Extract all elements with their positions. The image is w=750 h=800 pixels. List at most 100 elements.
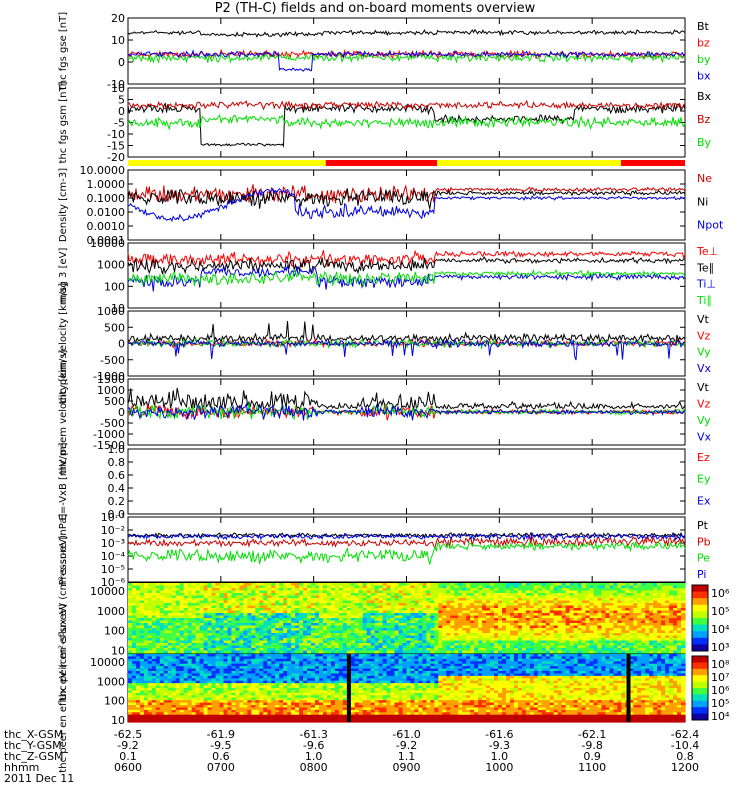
heatmap-cell xyxy=(207,697,213,701)
heatmap-cell xyxy=(625,638,630,642)
heatmap-cell xyxy=(203,603,209,607)
heatmap-cell xyxy=(342,615,348,619)
heatmap-cell xyxy=(267,590,272,594)
heatmap-cell xyxy=(235,605,240,609)
heatmap-cell xyxy=(450,593,455,597)
heatmap-cell xyxy=(354,620,360,624)
heatmap-cell xyxy=(498,645,503,649)
heatmap-cell xyxy=(494,615,499,619)
heatmap-cell xyxy=(537,638,543,642)
heatmap-cell xyxy=(175,678,181,682)
heatmap-cell xyxy=(239,583,244,587)
heatmap-cell xyxy=(573,650,579,654)
heatmap-cell xyxy=(295,588,300,592)
heatmap-cell xyxy=(505,608,511,612)
heatmap-cell xyxy=(223,685,229,689)
heatmap-cell xyxy=(171,707,177,711)
heatmap-cell xyxy=(139,650,145,654)
heatmap-cell xyxy=(203,613,209,617)
heatmap-cell xyxy=(641,590,646,594)
heatmap-cell xyxy=(533,610,539,614)
heatmap-cell xyxy=(374,618,380,622)
colorbar-cell xyxy=(692,598,708,606)
panel-frame-fgs-gse xyxy=(127,17,686,85)
heatmap-cell xyxy=(517,613,523,617)
heatmap-cell xyxy=(374,605,380,609)
heatmap-cell xyxy=(657,608,662,612)
heatmap-cell xyxy=(410,645,416,649)
heatmap-cell xyxy=(251,608,256,612)
heatmap-cell xyxy=(155,712,161,716)
heatmap-cell xyxy=(143,709,149,713)
heatmap-cell xyxy=(314,590,320,594)
heatmap-cell xyxy=(235,588,240,592)
heatmap-cell xyxy=(422,615,427,619)
heatmap-cell xyxy=(271,588,276,592)
heatmap-cell xyxy=(509,640,515,644)
heatmap-cell xyxy=(645,603,650,607)
heatmap-cell xyxy=(151,638,157,642)
heatmap-cell xyxy=(163,608,169,612)
heatmap-cell xyxy=(426,605,431,609)
heatmap-cell xyxy=(350,595,356,599)
heatmap-cell xyxy=(211,633,217,637)
heatmap-cell xyxy=(494,595,499,599)
heatmap-cell xyxy=(414,585,420,589)
heatmap-cell xyxy=(235,598,240,602)
heatmap-cell xyxy=(171,608,177,612)
heatmap-cell xyxy=(669,618,674,622)
heatmap-cell xyxy=(334,635,340,639)
heatmap-cell xyxy=(211,683,217,687)
heatmap-cell xyxy=(207,613,213,617)
heatmap-cell xyxy=(303,608,308,612)
heatmap-cell xyxy=(143,695,149,699)
heatmap-cell xyxy=(478,640,483,644)
heatmap-cell xyxy=(394,620,400,624)
heatmap-cell xyxy=(255,625,260,629)
heatmap-cell xyxy=(171,685,177,689)
heatmap-cell xyxy=(454,610,459,614)
heatmap-cell xyxy=(625,605,630,609)
legend-peem-0: Vt xyxy=(697,381,710,394)
heatmap-cell xyxy=(255,618,260,622)
heatmap-cell xyxy=(426,608,431,612)
heatmap-cell xyxy=(577,635,583,639)
heatmap-cell xyxy=(342,603,348,607)
heatmap-cell xyxy=(215,618,221,622)
heatmap-cell xyxy=(159,595,165,599)
heatmap-cell xyxy=(653,603,658,607)
heatmap-cell xyxy=(541,623,547,627)
heatmap-cell xyxy=(191,678,197,682)
heatmap-cell xyxy=(131,678,137,682)
heatmap-cell xyxy=(187,595,193,599)
heatmap-cell xyxy=(629,590,634,594)
heatmap-cell xyxy=(593,593,599,597)
heatmap-cell xyxy=(247,583,252,587)
heatmap-cell xyxy=(366,620,372,624)
heatmap-cell xyxy=(382,583,388,587)
heatmap-cell xyxy=(565,623,571,627)
heatmap-cell xyxy=(235,603,240,607)
heatmap-cell xyxy=(669,635,674,639)
heatmap-cell xyxy=(231,583,237,587)
heatmap-cell xyxy=(259,593,264,597)
heatmap-cell xyxy=(195,690,201,694)
heatmap-cell xyxy=(239,625,244,629)
heatmap-cell xyxy=(553,618,559,622)
heatmap-cell xyxy=(239,640,244,644)
heatmap-cell xyxy=(299,603,304,607)
heatmap-cell xyxy=(175,680,181,684)
heatmap-cell xyxy=(143,705,149,709)
heatmap-cell xyxy=(561,598,567,602)
heatmap-cell xyxy=(450,615,455,619)
heatmap-cell xyxy=(247,603,252,607)
heatmap-cell xyxy=(139,688,145,692)
heatmap-cell xyxy=(255,610,260,614)
colorbar-cell xyxy=(692,591,708,599)
heatmap-cell xyxy=(219,680,225,684)
heatmap-cell xyxy=(529,590,535,594)
heatmap-cell xyxy=(191,680,197,684)
heatmap-cell xyxy=(637,598,642,602)
heatmap-cell xyxy=(291,610,296,614)
heatmap-cell xyxy=(605,640,611,644)
